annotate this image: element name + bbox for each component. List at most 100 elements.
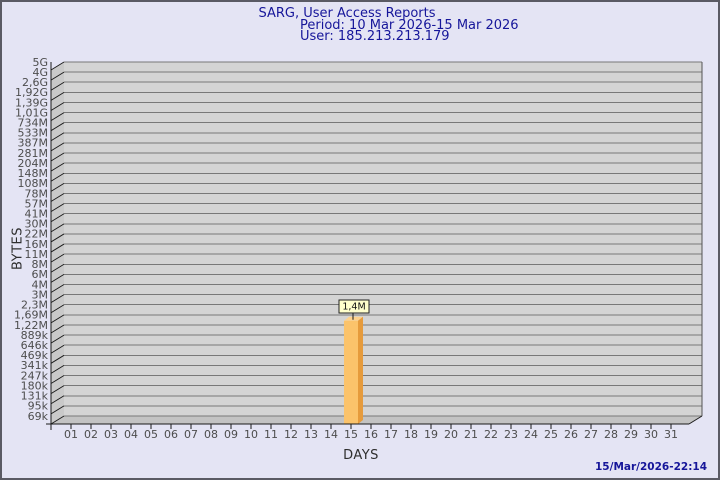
y-tick-label: 108M: [18, 177, 49, 190]
y-tick-label: 30M: [25, 218, 49, 231]
x-tick-label: 26: [564, 428, 578, 441]
plot-back-wall: [64, 62, 702, 416]
x-tick-label: 14: [324, 428, 338, 441]
y-tick-label: 16M: [25, 238, 49, 251]
y-tick-mark: [50, 193, 65, 202]
y-tick-mark: [50, 152, 65, 162]
y-tick-mark: [50, 81, 65, 91]
x-axis-title: DAYS: [343, 448, 379, 463]
y-tick-mark: [50, 162, 65, 172]
y-tick-mark: [50, 213, 65, 223]
y-tick-label: 734M: [18, 116, 49, 129]
x-tick-label: 27: [584, 428, 598, 441]
y-tick-mark: [50, 203, 65, 212]
y-tick-mark: [50, 172, 65, 182]
y-tick-label: 95k: [28, 400, 49, 413]
x-tick-label: 20: [444, 428, 458, 441]
value-label-box: [338, 299, 370, 314]
x-tick-label: 09: [224, 428, 238, 441]
x-tick-label: 17: [384, 428, 398, 441]
y-tick-label: 247k: [21, 369, 49, 382]
x-tick-label: 12: [284, 428, 298, 441]
x-tick-label: 04: [124, 428, 138, 441]
x-tick-label: 02: [84, 428, 98, 441]
y-tick-mark: [50, 284, 65, 293]
y-tick-label: 1,39G: [15, 96, 48, 109]
x-tick-label: 15: [344, 428, 358, 441]
x-tick-label: 03: [104, 428, 118, 441]
y-tick-label: 4M: [32, 278, 49, 291]
y-axis-title: BYTES: [10, 226, 26, 271]
x-tick-label: 30: [644, 428, 658, 441]
y-tick-mark: [50, 233, 65, 243]
y-tick-label: 8M: [32, 258, 49, 271]
x-tick-label: 01: [64, 428, 78, 441]
x-tick-label: 10: [244, 428, 258, 441]
y-tick-mark: [50, 314, 65, 324]
x-tick-label: 19: [424, 428, 438, 441]
y-tick-label: 11M: [25, 248, 49, 261]
y-tick-label: 1,01G: [15, 106, 48, 119]
y-tick-label: 2,3M: [21, 299, 48, 312]
plot-front-right-edge: [688, 415, 703, 425]
y-tick-mark: [50, 334, 65, 344]
y-tick-mark: [50, 223, 65, 233]
y-tick-mark: [50, 182, 65, 192]
y-tick-mark: [50, 142, 65, 152]
y-tick-mark: [50, 243, 65, 253]
y-tick-label: 387M: [18, 137, 49, 150]
y-tick-mark: [50, 112, 65, 121]
y-tick-mark: [50, 385, 65, 395]
y-tick-mark: [50, 122, 65, 132]
x-tick-label: 06: [164, 428, 178, 441]
x-tick-label: 29: [624, 428, 638, 441]
y-tick-label: 889k: [21, 329, 49, 342]
y-tick-label: 41M: [25, 208, 49, 221]
y-tick-label: 148M: [18, 167, 49, 180]
y-tick-label: 281M: [18, 147, 49, 160]
report-period: Period: 10 Mar 2026-15 Mar 2026: [300, 17, 519, 33]
y-tick-label: 204M: [18, 157, 49, 170]
y-tick-label: 69k: [28, 410, 49, 423]
plot-floor: [51, 416, 702, 424]
y-tick-mark: [50, 294, 65, 304]
y-tick-label: 2,6G: [22, 76, 48, 89]
x-tick-label: 16: [364, 428, 378, 441]
y-tick-mark: [50, 253, 65, 263]
y-tick-mark: [50, 91, 65, 101]
x-tick-label: 25: [544, 428, 558, 441]
y-tick-mark: [50, 132, 65, 142]
x-tick-label: 08: [204, 428, 218, 441]
value-label-text: 1,4M: [342, 301, 365, 312]
y-tick-label: 1,22M: [14, 319, 48, 332]
y-tick-mark: [50, 415, 65, 425]
y-tick-mark: [50, 274, 65, 283]
x-tick-label: 22: [484, 428, 498, 441]
x-tick-label: 21: [464, 428, 478, 441]
y-tick-label: 646k: [21, 339, 49, 352]
y-tick-label: 533M: [18, 127, 49, 140]
y-tick-mark: [50, 61, 65, 71]
y-tick-mark: [50, 354, 65, 364]
y-tick-mark: [50, 263, 65, 273]
y-tick-label: 57M: [25, 197, 49, 210]
y-tick-label: 1,92G: [15, 86, 48, 99]
bar: [344, 320, 358, 424]
y-tick-mark: [50, 405, 65, 415]
y-tick-mark: [50, 324, 65, 334]
x-tick-label: 24: [524, 428, 538, 441]
y-tick-label: 6M: [32, 268, 49, 281]
y-tick-label: 469k: [21, 349, 49, 362]
report-user: User: 185.213.213.179: [300, 29, 450, 44]
y-tick-label: 341k: [21, 359, 49, 372]
y-tick-mark: [50, 395, 65, 405]
x-tick-label: 28: [604, 428, 618, 441]
bar-side-face: [358, 316, 363, 424]
generated-timestamp: 15/Mar/2026-22:14: [595, 461, 707, 473]
y-tick-label: 78M: [25, 187, 49, 200]
x-tick-label: 18: [404, 428, 418, 441]
y-tick-label: 22M: [25, 228, 49, 241]
x-tick-label: 11: [264, 428, 278, 441]
